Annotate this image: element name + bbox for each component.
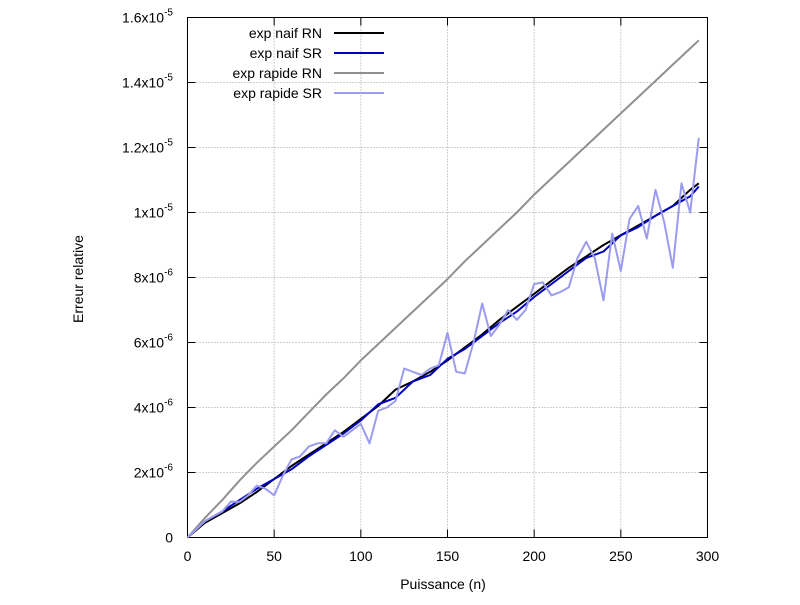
y-tick-label: 6x10-6 — [134, 333, 174, 351]
series-lines — [186, 39, 700, 539]
axis-ticks: 0 50 100 150 200 250 30002x10-64x10-66x10-68x1… — [122, 8, 719, 565]
x-tick-label: 0 — [184, 548, 192, 564]
y-tick-label: 2x10-6 — [134, 463, 174, 481]
y-axis-title: Erreur relative — [70, 235, 86, 323]
series-line-4 — [186, 137, 700, 539]
y-tick-label: 1x10-5 — [134, 203, 174, 221]
legend: exp naif RN exp naif SR exp rapide RN exp r… — [233, 25, 384, 101]
y-tick-exponent: -6 — [164, 463, 173, 474]
y-tick-mantissa: 0 — [165, 530, 173, 546]
x-axis-title: Puissance (n) — [400, 576, 486, 592]
y-tick-mantissa: 1.2x10 — [122, 140, 164, 156]
series-line-3 — [186, 39, 700, 539]
y-tick-exponent: -6 — [164, 398, 173, 409]
y-tick-mantissa: 4x10 — [134, 400, 165, 416]
y-tick-mantissa: 1.6x10 — [122, 10, 164, 26]
y-tick-label: 1.6x10-5 — [122, 8, 173, 26]
x-tick-label: 300 — [696, 548, 720, 564]
x-tick-label: 150 — [436, 548, 460, 564]
y-tick-label: 4x10-6 — [134, 398, 174, 416]
legend-label: exp naif RN — [249, 25, 322, 41]
y-tick-exponent: -6 — [164, 333, 173, 344]
y-tick-mantissa: 8x10 — [134, 270, 165, 286]
y-tick-exponent: -5 — [164, 203, 173, 214]
y-tick-mantissa: 6x10 — [134, 335, 165, 351]
y-tick-mantissa: 1x10 — [134, 205, 165, 221]
series-line-2 — [186, 185, 700, 539]
x-tick-label: 200 — [522, 548, 546, 564]
legend-label: exp naif SR — [250, 45, 322, 61]
y-tick-exponent: -5 — [164, 138, 173, 149]
y-tick-mantissa: 2x10 — [134, 465, 165, 481]
y-tick-label: 8x10-6 — [134, 268, 174, 286]
y-tick-exponent: -5 — [164, 73, 173, 84]
y-tick-exponent: -6 — [164, 268, 173, 279]
y-tick-mantissa: 1.4x10 — [122, 75, 164, 91]
legend-label: exp rapide RN — [233, 65, 323, 81]
x-tick-label: 250 — [609, 548, 633, 564]
y-tick-label: 0 — [165, 530, 173, 546]
x-tick-label: 50 — [266, 548, 282, 564]
legend-label: exp rapide SR — [233, 85, 322, 101]
x-tick-label: 100 — [349, 548, 373, 564]
y-tick-exponent: -5 — [164, 8, 173, 19]
y-tick-label: 1.4x10-5 — [122, 73, 173, 91]
y-tick-label: 1.2x10-5 — [122, 138, 173, 156]
